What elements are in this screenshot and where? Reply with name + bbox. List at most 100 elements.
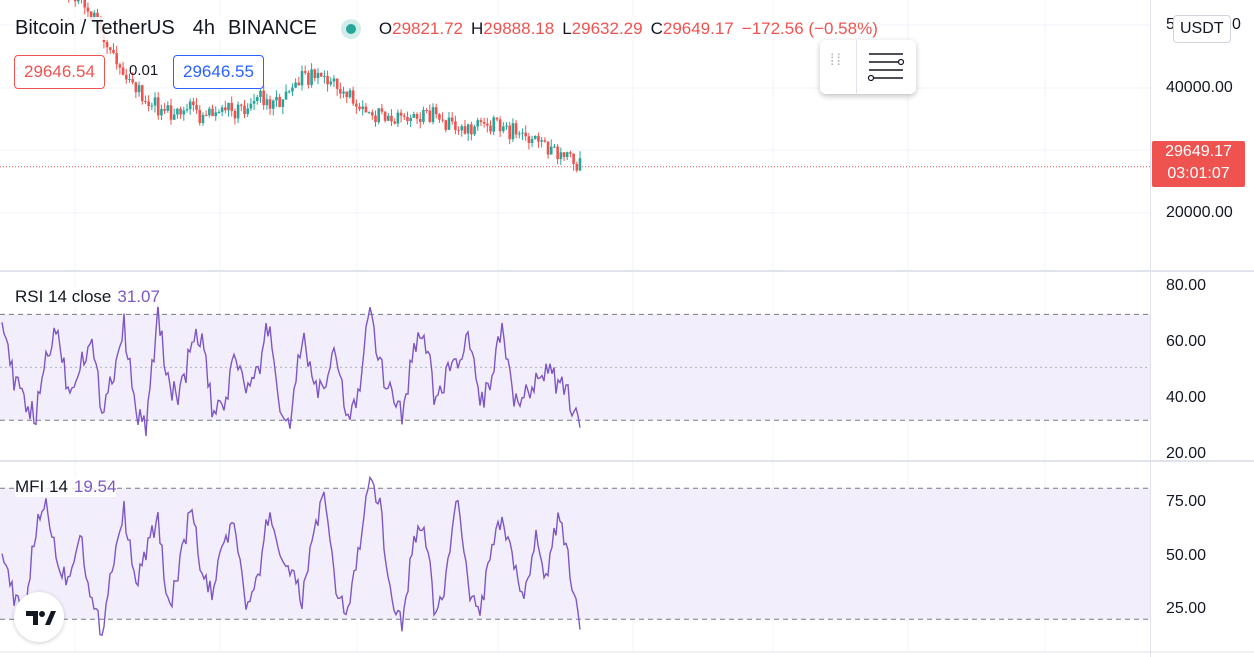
candle-body <box>198 109 202 124</box>
candle-body <box>271 100 275 109</box>
candle-body <box>533 135 537 139</box>
close-label: C <box>650 18 663 38</box>
candle-body <box>428 110 432 122</box>
candle-body <box>409 117 412 122</box>
candle-body <box>473 126 476 135</box>
candle-body <box>220 107 224 113</box>
symbol-name[interactable]: Bitcoin / TetherUS <box>15 17 175 39</box>
candle-body <box>460 126 464 131</box>
candle-body <box>543 140 547 142</box>
candle-body <box>182 110 186 115</box>
candle-body <box>386 115 390 121</box>
low-value: 29632.29 <box>571 18 643 38</box>
candle-body <box>121 67 125 75</box>
candle-body <box>275 96 278 101</box>
candle-body <box>73 0 77 2</box>
candle-body <box>185 109 189 111</box>
candle-body <box>374 115 377 123</box>
candle-body <box>521 132 524 134</box>
change-value: −172.56 (−0.58%) <box>741 18 878 38</box>
indicator-bands <box>0 313 1150 620</box>
candle-body <box>323 76 326 78</box>
candle-body <box>287 91 291 93</box>
candle-body <box>457 130 460 132</box>
tradingview-logo-icon[interactable] <box>14 592 64 642</box>
buy-button[interactable]: 29646.55 <box>173 55 264 89</box>
candle-body <box>569 152 572 154</box>
candle-body <box>278 96 281 107</box>
candle-body <box>93 12 96 21</box>
candle-body <box>495 117 499 120</box>
candle-body <box>249 103 253 109</box>
candle-body <box>112 49 115 53</box>
candle-body <box>482 122 486 124</box>
candle-body <box>268 99 272 109</box>
rsi-tick-80: 80.00 <box>1166 277 1207 294</box>
sell-button[interactable]: 29646.54 <box>14 55 105 89</box>
candle-body <box>201 114 205 124</box>
candle-body <box>450 117 454 122</box>
interval[interactable]: 4h <box>192 17 215 39</box>
candle-body <box>505 125 508 127</box>
candle-body <box>131 79 134 83</box>
candle-body <box>425 109 428 111</box>
candle-body <box>326 76 329 85</box>
candle-body <box>105 42 109 48</box>
candle-body <box>108 47 112 50</box>
mfi-name: MFI 14 <box>15 477 68 496</box>
candle-body <box>291 87 294 92</box>
candle-body <box>204 114 208 116</box>
candle-body <box>195 104 198 110</box>
candle-body <box>412 114 416 118</box>
candle-body <box>128 79 131 81</box>
market-status-icon[interactable] <box>340 18 361 39</box>
candle-body <box>240 104 243 106</box>
candle-body <box>546 141 550 155</box>
candle-body <box>438 114 441 120</box>
mfi-legend[interactable]: MFI 14 19.54 <box>15 477 117 497</box>
currency-button[interactable]: USDT <box>1173 15 1231 43</box>
high-value: 29888.18 <box>483 18 555 38</box>
candle-body <box>265 99 269 106</box>
drag-handle-icon[interactable]: ⁞⁞ <box>830 52 843 69</box>
candle-body <box>418 118 422 122</box>
candle-body <box>319 72 323 77</box>
candle-body <box>137 85 141 93</box>
mfi-value: 19.54 <box>73 477 117 496</box>
last-price-label: 29649.17 03:01:07 <box>1152 141 1245 187</box>
candle-body <box>399 112 403 116</box>
candle-body <box>444 120 448 130</box>
candle-body <box>549 146 553 155</box>
candle-body <box>565 152 569 157</box>
candle-body <box>559 152 563 160</box>
candle-body <box>310 69 313 85</box>
candle-body <box>147 101 150 107</box>
candle-body <box>383 111 387 121</box>
candle-body <box>150 105 154 107</box>
candle-body <box>297 82 301 86</box>
candle-body <box>303 71 307 73</box>
candle-body <box>176 108 179 115</box>
toolbar-divider <box>856 40 857 94</box>
candle-body <box>396 112 400 124</box>
candle-body <box>339 88 342 94</box>
candle-body <box>243 105 246 115</box>
candle-body <box>217 112 221 114</box>
candle-body <box>313 69 317 78</box>
candle-body <box>246 108 249 115</box>
candle-body <box>553 146 556 148</box>
rsi-legend[interactable]: RSI 14 close 31.07 <box>15 287 160 307</box>
candle-body <box>233 110 237 119</box>
spread-value: 0.01 <box>129 62 159 79</box>
candle-body <box>540 140 543 142</box>
candle-body <box>153 97 157 106</box>
candle-body <box>192 101 195 105</box>
candle-body <box>572 153 575 164</box>
candle-body <box>367 112 371 114</box>
candle-body <box>329 81 333 85</box>
candle-body <box>486 123 489 126</box>
object-tree-icon[interactable] <box>867 48 907 84</box>
candle-body <box>115 52 118 65</box>
